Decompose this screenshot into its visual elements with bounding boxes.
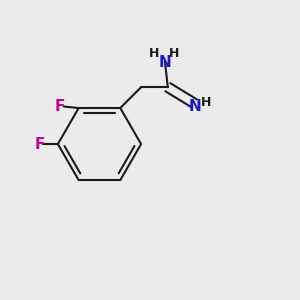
Text: H: H — [201, 96, 211, 109]
Text: N: N — [188, 99, 201, 114]
Text: H: H — [169, 47, 179, 60]
Text: H: H — [149, 47, 160, 60]
Text: N: N — [158, 55, 171, 70]
Text: F: F — [55, 99, 65, 114]
Text: F: F — [34, 136, 45, 152]
